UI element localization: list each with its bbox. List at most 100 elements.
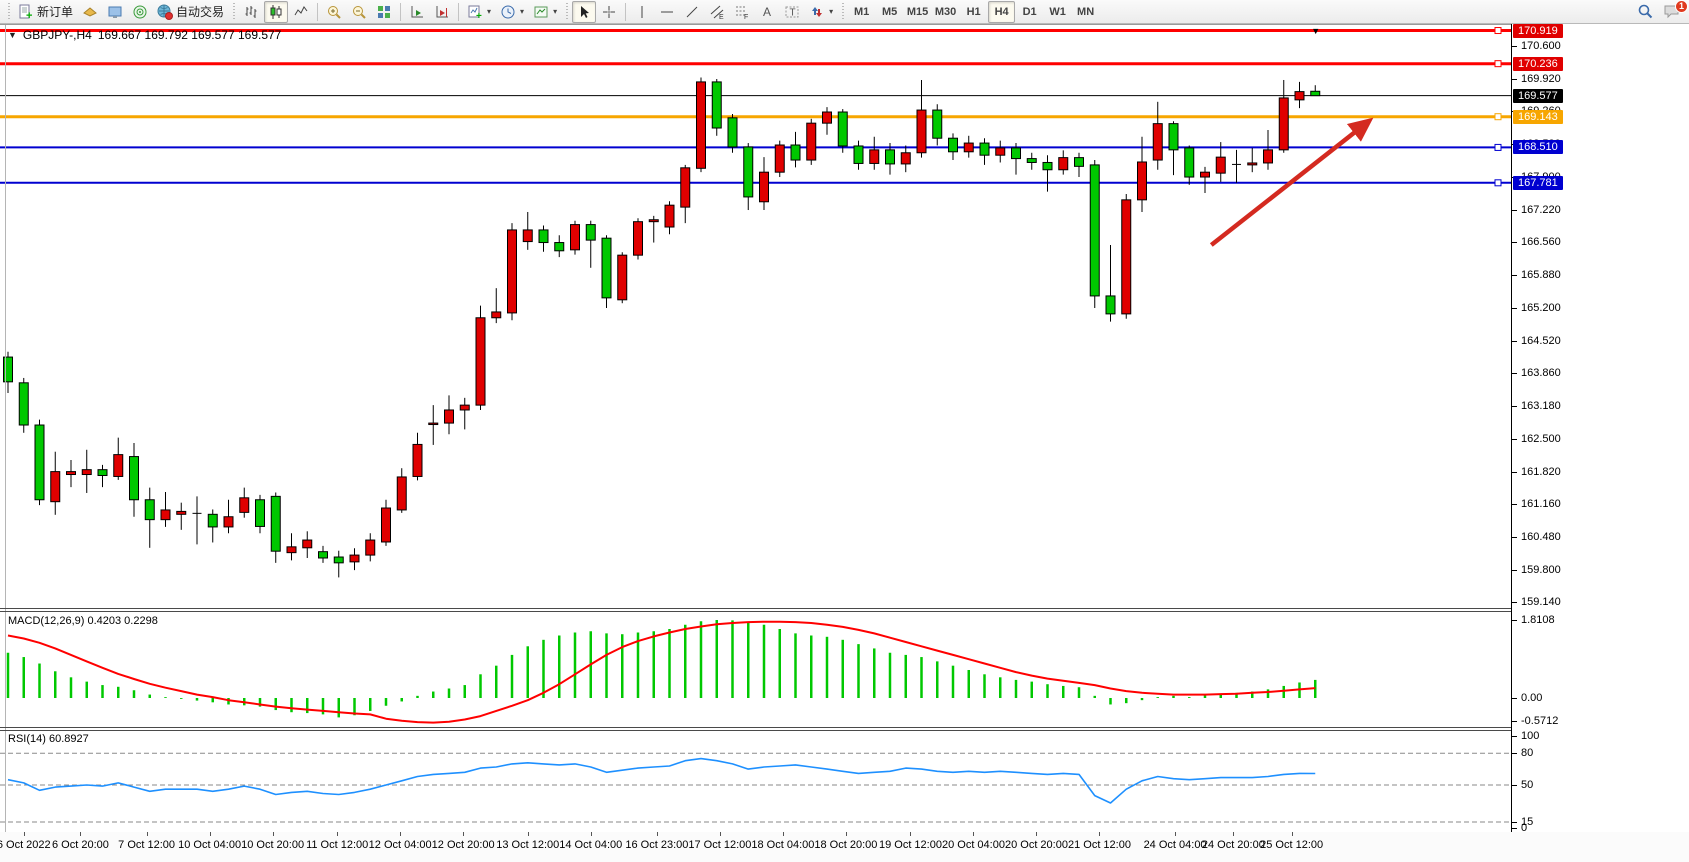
candle-body [18,382,29,426]
chart-profile-icon [82,4,98,20]
search-button[interactable] [1633,1,1658,23]
tab-timeframe-m15[interactable]: M15 [906,5,929,18]
autotrading-button[interactable]: 自动交易 [153,1,228,23]
macd-scale-tick-dash [1512,721,1517,722]
chart-title[interactable]: ▼ GBPJPY-,H4 169.667 169.792 169.577 169… [8,28,281,42]
time-label: 10 Oct 20:00 [241,839,305,851]
trend-arrow[interactable] [1209,117,1374,247]
market-watch-button[interactable] [103,1,127,23]
candle-body [869,149,880,164]
chart-profiles-button[interactable] [78,1,102,23]
price-tick: 164.520 [1521,335,1561,348]
zoom-in-button[interactable] [322,1,346,23]
pane-separator-macd-rsi[interactable] [0,730,1689,731]
price-tick-dash [1512,472,1517,474]
hline-handle[interactable] [1494,179,1502,187]
candle-body [1184,147,1195,178]
candle-body [759,171,769,203]
chart-symbol-label: GBPJPY-,H4 [22,28,92,42]
candle-body [822,111,832,124]
tile-windows-icon [376,4,392,20]
price-tick-dash [1512,504,1517,506]
candle-body [97,469,108,476]
tab-timeframe-h4[interactable]: H4 [988,0,1016,23]
time-label: 24 Oct 20:00 [1201,839,1265,851]
price-axis[interactable]: 170.600169.920169.260168.580167.900167.2… [1512,23,1689,834]
search-icon [1637,3,1654,20]
tab-timeframe-m5[interactable]: M5 [881,5,898,18]
data-window-button[interactable] [128,1,152,23]
hline-handle[interactable] [1494,60,1502,68]
tab-timeframe-h1[interactable]: H1 [966,5,981,18]
chart-shift-button[interactable] [430,1,454,23]
time-tick [1099,832,1101,836]
time-label: 20 Oct 04:00 [941,839,1005,851]
toolbar-gripper[interactable] [6,2,11,21]
candle-body [664,204,675,228]
text-label-icon: T [784,4,800,20]
text-button[interactable]: A [755,1,779,23]
candle-body [1310,90,1321,97]
candle-body [1042,161,1053,171]
new-chart-button[interactable]: + ▾ [463,1,495,23]
price-tick-dash [1512,45,1517,47]
price-tick-dash [1512,602,1517,604]
fibonacci-button[interactable]: F [730,1,754,23]
templates-button[interactable]: ▾ [529,1,561,23]
line-chart-button[interactable] [289,1,313,23]
bar-chart-button[interactable] [239,1,263,23]
candle-body [428,422,439,426]
tab-timeframe-w1[interactable]: W1 [1049,5,1066,18]
candle-body [1026,158,1037,163]
hline-handle[interactable] [1494,143,1502,151]
tile-windows-button[interactable] [372,1,396,23]
notifications-button[interactable]: 1 [1659,0,1688,23]
vertical-line-button[interactable] [630,1,654,23]
candlestick-chart-icon [268,4,284,20]
svg-text:T: T [790,7,796,18]
tab-timeframe-mn[interactable]: MN [1077,5,1095,18]
toolbar-gripper[interactable] [231,2,237,21]
trendline-icon [684,4,700,20]
periods-button[interactable]: ▾ [496,1,528,23]
pane-separator-main-macd[interactable] [0,611,1689,612]
pane-separator-main-macd[interactable] [0,608,1689,609]
equidistant-channel-button[interactable]: E [705,1,729,23]
trendline-button[interactable] [680,1,704,23]
pane-separator-macd-rsi[interactable] [0,727,1689,728]
price-tick: 165.200 [1521,302,1561,315]
tab-timeframe-m30[interactable]: M30 [934,5,957,18]
auto-scroll-button[interactable] [405,1,429,23]
hline-handle[interactable] [1494,27,1502,35]
fibonacci-icon: F [734,4,750,20]
hline-handle[interactable] [1494,113,1502,121]
rsi-scale-tick-dash [1512,828,1517,829]
horizontal-line-button[interactable] [655,1,679,23]
tab-timeframe-m1[interactable]: M1 [853,5,870,18]
candle-body [239,497,250,513]
toolbar-gripper[interactable] [564,2,570,21]
templates-icon [533,4,549,20]
chart-plot-area[interactable]: ▼ ▼ GBPJPY-,H4 169.667 169.792 169.577 1… [0,24,1511,832]
zoom-out-button[interactable] [347,1,371,23]
new-order-button[interactable]: + 新订单 [14,1,77,23]
price-tick: 159.800 [1521,564,1561,577]
new-chart-icon: + [467,4,483,20]
arrows-button[interactable]: ▾ [805,1,837,23]
text-label-button[interactable]: T [780,1,804,23]
candlestick-chart-button[interactable] [264,0,289,23]
cursor-button[interactable] [572,0,597,23]
chart-menu-icon[interactable]: ▼ [8,30,17,40]
toolbar-gripper[interactable] [840,2,846,21]
main-toolbar: + 新订单 自动交易 [0,0,1689,24]
time-axis[interactable]: 6 Oct 2022 6 Oct 20:00 7 Oct 12:00 10 Oct 0… [0,832,1689,862]
rsi-scale-tick: 50 [1521,779,1534,791]
crosshair-button[interactable] [597,1,621,23]
time-label: 19 Oct 12:00 [878,839,942,851]
price-tick: 160.480 [1521,531,1561,544]
data-window-icon [132,4,148,20]
candle-body [1278,97,1289,151]
market-watch-icon [107,4,123,20]
rsi-scale-tick: 0 [1521,822,1528,834]
tab-timeframe-d1[interactable]: D1 [1022,5,1037,18]
